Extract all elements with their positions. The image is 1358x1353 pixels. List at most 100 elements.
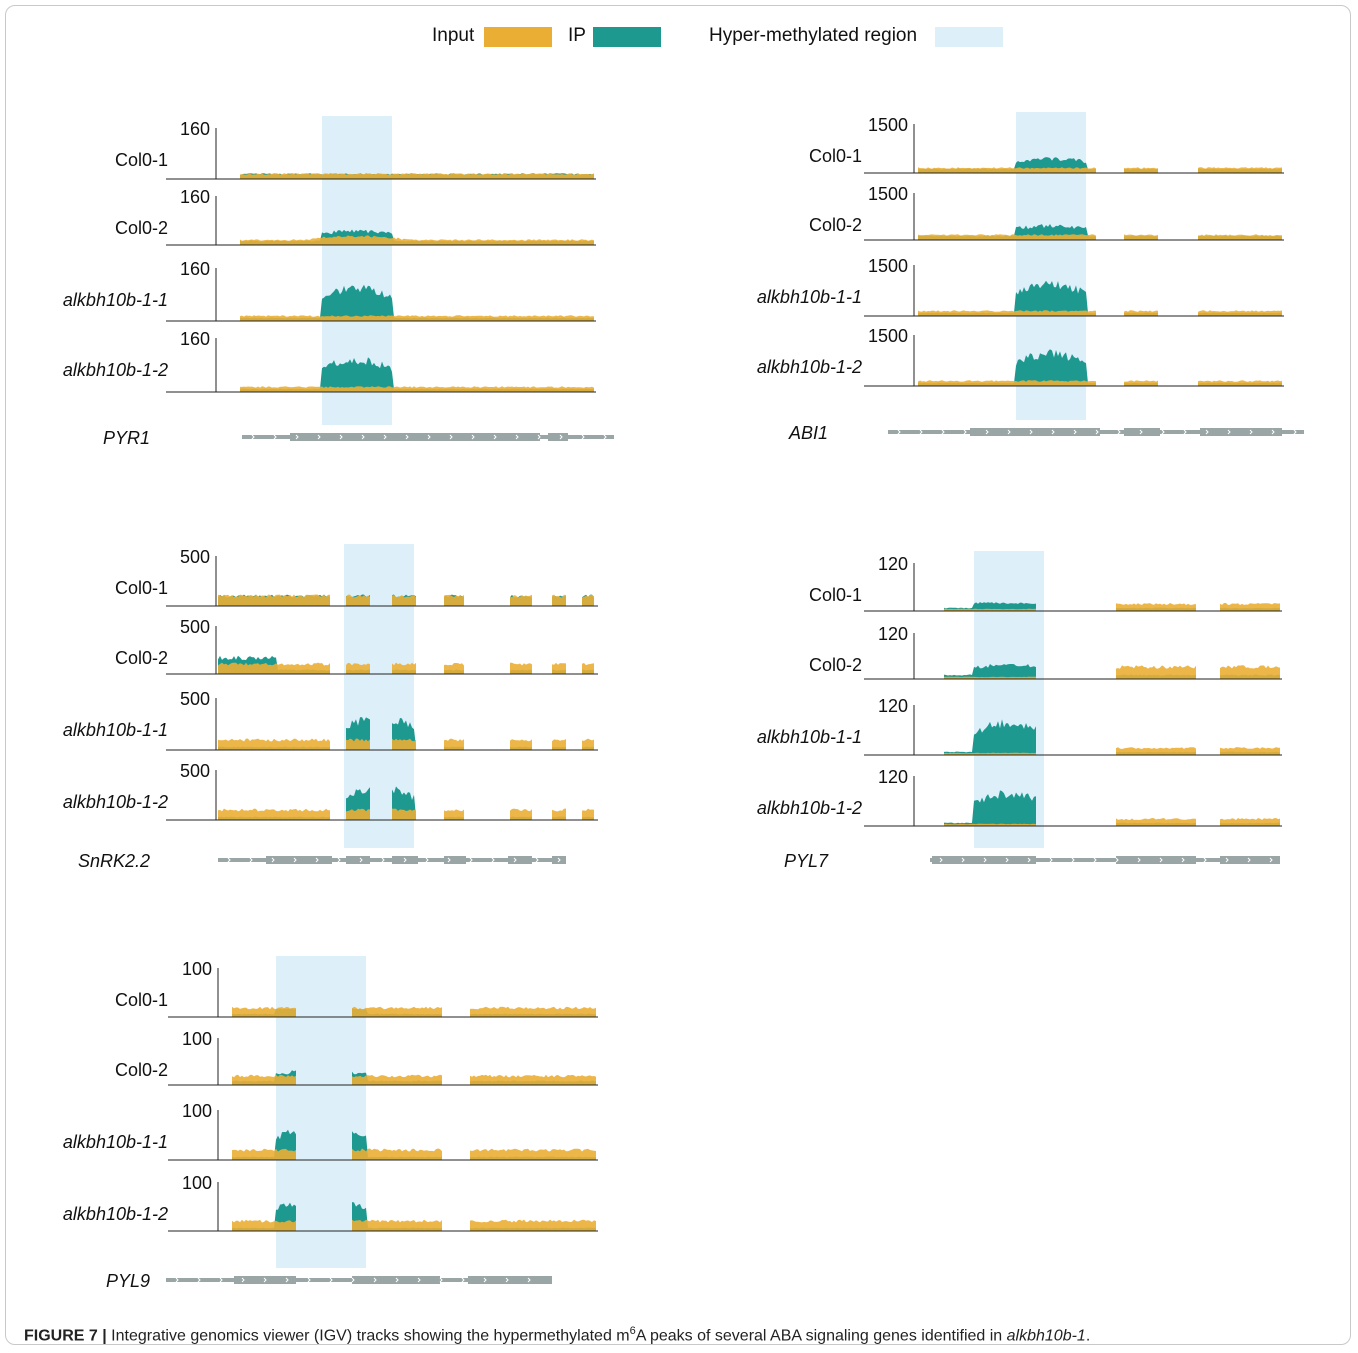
- strand-arrow: [361, 434, 365, 440]
- track-ymax: 160: [179, 119, 210, 139]
- strand-arrow: [983, 857, 987, 863]
- track-label: alkbh10b-1-1: [62, 290, 168, 310]
- gene-name: PYR1: [102, 428, 150, 448]
- strand-arrow: [483, 1277, 487, 1283]
- strand-arrow: [535, 857, 539, 863]
- figure-frame: [5, 5, 1351, 1345]
- strand-arrow: [405, 434, 409, 440]
- track-label: Col0-2: [808, 215, 862, 235]
- tracks-svg: [864, 551, 1282, 864]
- track-ymax: 120: [877, 767, 908, 787]
- track-label: Col0-2: [114, 218, 168, 238]
- input-coverage: [240, 235, 594, 245]
- input-coverage: [240, 386, 594, 392]
- strand-arrow: [449, 434, 453, 440]
- strand-arrow: [1249, 429, 1253, 435]
- track-ymax: 500: [179, 617, 210, 637]
- ip-coverage: [944, 790, 1280, 826]
- caption-text-2: A peaks of several ABA signaling genes i…: [635, 1327, 1007, 1345]
- ip-coverage: [218, 786, 594, 820]
- gene-model-exon: [970, 428, 1100, 436]
- track-label: alkbh10b-1-2: [62, 1204, 168, 1224]
- ip-coverage: [240, 357, 594, 392]
- input-coverage: [232, 1074, 596, 1085]
- strand-arrow: [581, 434, 585, 440]
- strand-arrow: [197, 1277, 201, 1283]
- track-label: alkbh10b-1-2: [756, 798, 862, 818]
- gene-model-exon: [552, 856, 566, 864]
- strand-arrow: [285, 1277, 289, 1283]
- track-label: Col0-1: [114, 578, 168, 598]
- track-ymax: 100: [181, 1029, 212, 1049]
- strand-arrow: [1029, 429, 1033, 435]
- input-coverage: [918, 234, 1282, 240]
- strand-arrow: [1027, 857, 1031, 863]
- tracks-svg: [166, 116, 614, 441]
- track-ymax: 1500: [867, 184, 908, 204]
- gene-model-exon: [352, 1276, 440, 1284]
- strand-arrow: [1093, 857, 1097, 863]
- strand-arrow: [1007, 429, 1011, 435]
- strand-arrow: [559, 434, 563, 440]
- strand-arrow: [919, 429, 923, 435]
- gene-model-exon: [932, 856, 1036, 864]
- strand-arrow: [241, 1277, 245, 1283]
- track-label: Col0-2: [808, 655, 862, 675]
- strand-arrow: [513, 857, 517, 863]
- track-label: alkbh10b-1-1: [756, 287, 862, 307]
- strand-arrow: [329, 1277, 333, 1283]
- strand-arrow: [381, 857, 385, 863]
- track-ymax: 100: [181, 1101, 212, 1121]
- track-ymax: 120: [877, 696, 908, 716]
- strand-arrow: [1161, 429, 1165, 435]
- strand-arrow: [439, 1277, 443, 1283]
- legend-input-swatch: [484, 27, 552, 47]
- track-ymax: 160: [179, 329, 210, 349]
- gene-name: PYL9: [105, 1271, 150, 1291]
- input-coverage: [218, 662, 594, 674]
- strand-arrow: [1095, 429, 1099, 435]
- input-coverage: [232, 1148, 596, 1160]
- gene-model-exon: [548, 433, 568, 441]
- track-label: alkbh10b-1-1: [62, 1132, 168, 1152]
- strand-arrow: [427, 434, 431, 440]
- track-ymax: 500: [179, 547, 210, 567]
- strand-arrow: [461, 1277, 465, 1283]
- track-label: Col0-2: [114, 1060, 168, 1080]
- strand-arrow: [295, 434, 299, 440]
- strand-arrow: [1137, 857, 1141, 863]
- strand-arrow: [493, 434, 497, 440]
- track-label: alkbh10b-1-2: [62, 792, 168, 812]
- track-label: Col0-1: [114, 990, 168, 1010]
- strand-arrow: [1183, 429, 1187, 435]
- strand-arrow: [1117, 429, 1121, 435]
- gene-model-exon: [234, 1276, 296, 1284]
- strand-arrow: [175, 1277, 179, 1283]
- strand-arrow: [985, 429, 989, 435]
- strand-arrow: [1073, 429, 1077, 435]
- track-ymax: 120: [877, 554, 908, 574]
- track-label: alkbh10b-1-1: [62, 720, 168, 740]
- strand-arrow: [1269, 857, 1273, 863]
- track-label: Col0-1: [808, 585, 862, 605]
- track-label: Col0-1: [808, 146, 862, 166]
- track-ymax: 500: [179, 761, 210, 781]
- ip-coverage: [240, 284, 594, 321]
- strand-arrow: [1293, 429, 1297, 435]
- input-coverage: [232, 1006, 596, 1017]
- strand-arrow: [263, 1277, 267, 1283]
- strand-arrow: [227, 857, 231, 863]
- legend-input-label: Input: [432, 25, 475, 46]
- caption-gene: alkbh10b-1: [1006, 1327, 1086, 1345]
- strand-arrow: [961, 857, 965, 863]
- strand-arrow: [273, 434, 277, 440]
- strand-arrow: [339, 434, 343, 440]
- gene-name: SnRK2.2: [77, 851, 150, 871]
- strand-arrow: [1139, 429, 1143, 435]
- input-coverage: [944, 665, 1280, 679]
- strand-arrow: [383, 434, 387, 440]
- strand-arrow: [307, 1277, 311, 1283]
- input-coverage: [240, 173, 594, 179]
- strand-arrow: [1005, 857, 1009, 863]
- input-coverage: [218, 738, 594, 750]
